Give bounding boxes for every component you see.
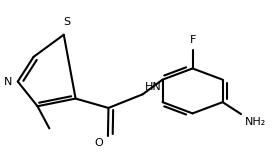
Text: S: S [63,17,70,27]
Text: O: O [94,138,103,148]
Text: N: N [4,77,13,87]
Text: F: F [189,35,196,46]
Text: NH₂: NH₂ [245,117,266,128]
Text: HN: HN [145,82,162,92]
